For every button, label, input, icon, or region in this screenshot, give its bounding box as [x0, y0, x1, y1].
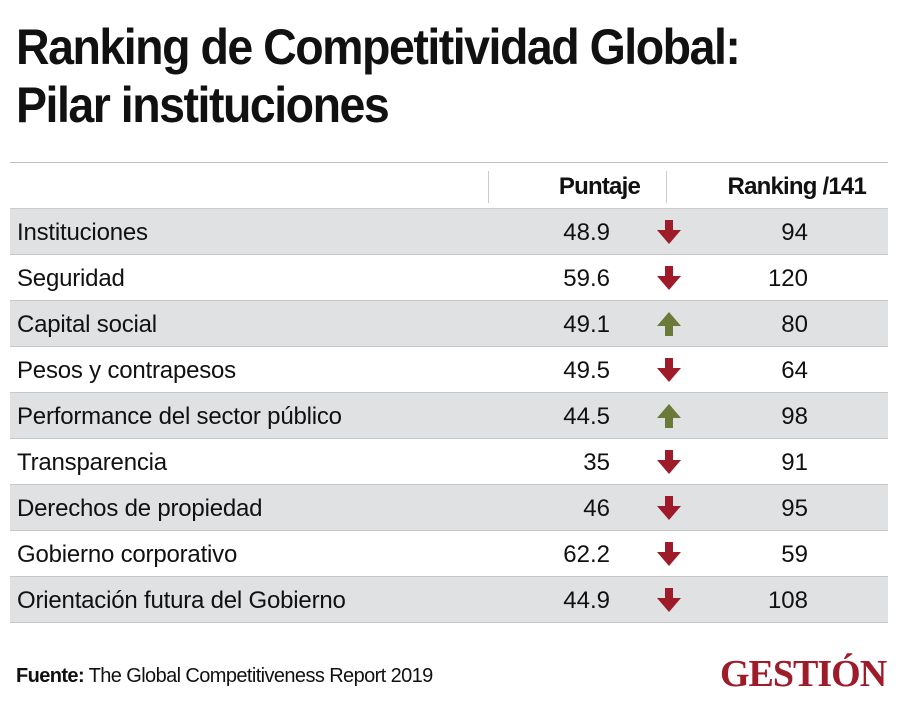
source-text: The Global Competitiveness Report 2019 [84, 665, 434, 687]
header-rank: Ranking /141 [727, 173, 867, 200]
row-rank: 64 [781, 357, 808, 384]
arrow-down-icon [656, 265, 682, 291]
ranking-table: Puntaje Ranking /141 Instituciones 48.9 94… [10, 162, 888, 623]
arrow-up-icon [656, 311, 682, 337]
row-label: Orientación futura del Gobierno [17, 587, 346, 614]
arrow-down-icon [656, 357, 682, 383]
arrow-down-icon [656, 587, 682, 613]
page-title: Ranking de Competitividad Global: Pilar … [16, 18, 844, 134]
arrow-down-icon [656, 449, 682, 475]
table-row: Gobierno corporativo 62.2 59 [10, 531, 888, 577]
row-score: 35 [583, 449, 610, 476]
column-divider [666, 171, 667, 203]
row-rank: 94 [781, 219, 808, 246]
row-score: 44.9 [563, 587, 610, 614]
row-rank: 120 [767, 265, 808, 292]
row-rank: 95 [781, 495, 808, 522]
row-rank: 91 [781, 449, 808, 476]
row-score: 48.9 [563, 219, 610, 246]
row-rank: 98 [781, 403, 808, 430]
table-row: Orientación futura del Gobierno 44.9 108 [10, 577, 888, 623]
row-rank: 108 [767, 587, 808, 614]
column-divider [488, 171, 489, 203]
table-body: Instituciones 48.9 94 Seguridad 59.6 120 Capit… [10, 209, 888, 623]
table-row: Instituciones 48.9 94 [10, 209, 888, 255]
row-score: 49.1 [563, 311, 610, 338]
row-score: 49.5 [563, 357, 610, 384]
table-row: Derechos de propiedad 46 95 [10, 485, 888, 531]
row-label: Pesos y contrapesos [17, 357, 236, 384]
row-label: Transparencia [17, 449, 167, 476]
row-rank: 59 [781, 541, 808, 568]
row-label: Capital social [17, 311, 157, 338]
table-row: Performance del sector público 44.5 98 [10, 393, 888, 439]
arrow-down-icon [656, 495, 682, 521]
table-row: Transparencia 35 91 [10, 439, 888, 485]
row-label: Performance del sector público [17, 403, 342, 430]
row-score: 59.6 [563, 265, 610, 292]
brand-logo: GESTIÓN [720, 653, 887, 695]
arrow-down-icon [656, 219, 682, 245]
row-score: 62.2 [563, 541, 610, 568]
title-line-2: Pilar instituciones [16, 77, 390, 133]
row-score: 46 [583, 495, 610, 522]
table-header: Puntaje Ranking /141 [10, 163, 888, 209]
table-row: Pesos y contrapesos 49.5 64 [10, 347, 888, 393]
row-label: Instituciones [17, 219, 148, 246]
header-score: Puntaje [558, 173, 641, 200]
row-label: Seguridad [17, 265, 125, 292]
arrow-up-icon [656, 403, 682, 429]
table-row: Capital social 49.1 80 [10, 301, 888, 347]
row-label: Derechos de propiedad [17, 495, 263, 522]
arrow-down-icon [656, 541, 682, 567]
row-score: 44.5 [563, 403, 610, 430]
title-line-1: Ranking de Competitividad Global: [16, 19, 741, 75]
source-note: Fuente: The Global Competitiveness Repor… [16, 665, 433, 688]
row-rank: 80 [781, 311, 808, 338]
table-row: Seguridad 59.6 120 [10, 255, 888, 301]
source-label: Fuente: [16, 665, 85, 687]
row-label: Gobierno corporativo [17, 541, 238, 568]
